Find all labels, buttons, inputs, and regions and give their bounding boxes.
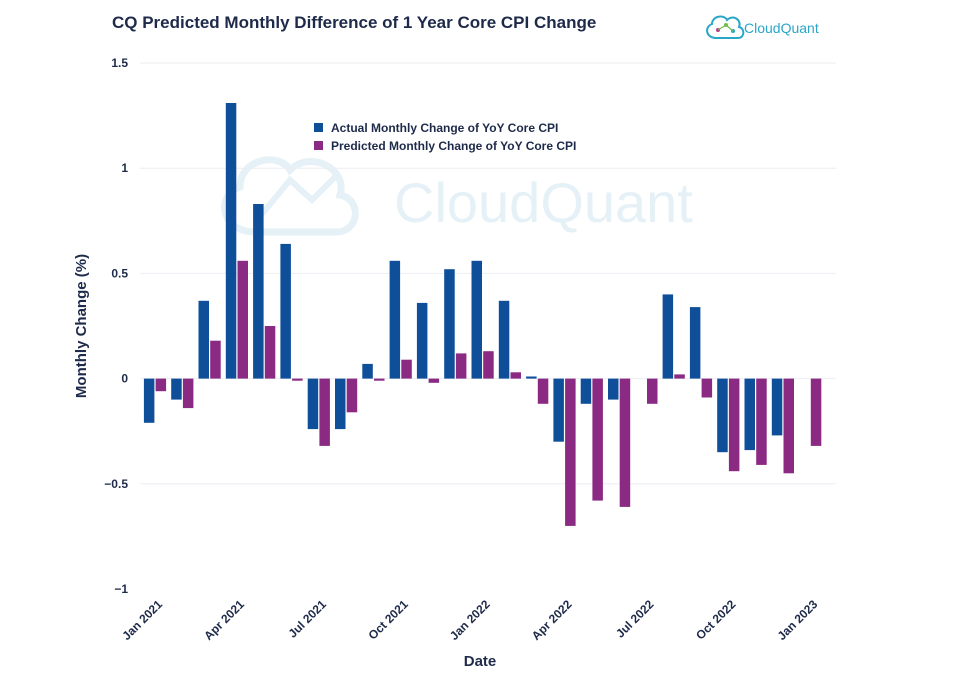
y-tick-label: 1 — [121, 161, 128, 175]
x-tick-label: Jan 2022 — [447, 597, 493, 643]
bar-predicted-2021-04 — [237, 260, 248, 379]
legend-label-actual: Actual Monthly Change of YoY Core CPI — [331, 121, 558, 135]
legend-item-predicted: Predicted Monthly Change of YoY Core CPI — [314, 139, 576, 153]
bar-predicted-2023-01 — [810, 378, 822, 446]
bars — [143, 103, 822, 526]
bar-actual-2022-06 — [608, 378, 619, 400]
y-axis: −1 −0.5 0 0.5 1 1.5 — [104, 56, 128, 596]
x-tick-label: Oct 2021 — [366, 597, 412, 643]
x-tick-label: Apr 2022 — [529, 597, 575, 643]
bar-actual-2021-09 — [362, 363, 373, 379]
bar-actual-2022-11 — [744, 378, 755, 451]
x-tick-label: Jul 2021 — [286, 597, 330, 641]
bar-predicted-2022-06 — [619, 378, 631, 507]
legend-swatch-actual — [314, 123, 323, 132]
bar-predicted-2022-05 — [592, 378, 603, 501]
bar-actual-2022-04 — [553, 378, 564, 442]
x-tick-label: Oct 2022 — [693, 597, 739, 643]
bar-predicted-2022-03 — [537, 378, 549, 404]
bar-predicted-2021-03 — [210, 340, 221, 379]
bar-predicted-2021-01 — [155, 378, 167, 392]
y-axis-title: Monthly Change (%) — [73, 254, 90, 398]
cloudquant-logo: CloudQuant — [706, 15, 819, 39]
bar-predicted-2022-01 — [483, 351, 494, 379]
bar-actual-2022-02 — [498, 300, 510, 379]
watermark-cloud-icon — [221, 156, 359, 236]
y-tick-label: −0.5 — [104, 477, 128, 491]
bar-actual-2022-12 — [771, 378, 783, 436]
bar-predicted-2022-12 — [783, 378, 794, 474]
legend-label-predicted: Predicted Monthly Change of YoY Core CPI — [331, 139, 576, 153]
bar-actual-2021-11 — [416, 302, 428, 379]
bar-predicted-2021-09 — [374, 378, 385, 381]
bar-actual-2022-10 — [717, 378, 728, 453]
watermark-text: CloudQuant — [394, 171, 693, 234]
bar-predicted-2021-10 — [401, 359, 412, 379]
x-tick-label: Jul 2022 — [613, 597, 657, 641]
bar-actual-2021-06 — [280, 243, 291, 379]
logo-text: CloudQuant — [744, 20, 819, 36]
x-tick-label: Jan 2021 — [119, 597, 165, 643]
x-tick-label: Jan 2023 — [775, 597, 821, 643]
bar-predicted-2022-10 — [728, 378, 740, 472]
legend-item-actual: Actual Monthly Change of YoY Core CPI — [314, 121, 558, 135]
cloud-brain-icon — [706, 15, 745, 39]
y-tick-label: −1 — [114, 582, 128, 596]
bar-actual-2021-04 — [225, 103, 237, 379]
bar-predicted-2022-11 — [756, 378, 767, 465]
bar-actual-2021-03 — [198, 300, 209, 379]
bar-predicted-2021-07 — [319, 378, 330, 446]
bar-predicted-2021-08 — [346, 378, 358, 413]
bar-actual-2021-10 — [389, 260, 401, 379]
cloudquant-watermark: CloudQuant — [221, 156, 693, 236]
bar-actual-2021-08 — [335, 378, 346, 430]
bar-actual-2021-07 — [307, 378, 319, 430]
bar-predicted-2022-04 — [565, 378, 576, 526]
y-tick-label: 0.5 — [111, 266, 128, 280]
bar-predicted-2021-12 — [455, 353, 467, 379]
bar-actual-2021-12 — [444, 269, 455, 379]
bar-actual-2021-05 — [253, 204, 264, 379]
bar-actual-2021-01 — [143, 378, 155, 423]
bar-predicted-2022-07 — [647, 378, 658, 404]
bar-predicted-2021-02 — [182, 378, 194, 409]
bar-predicted-2022-02 — [510, 372, 521, 379]
bar-predicted-2021-11 — [428, 378, 440, 383]
bar-predicted-2022-09 — [701, 378, 713, 398]
bar-actual-2022-01 — [471, 260, 482, 379]
bar-actual-2022-08 — [662, 294, 674, 379]
y-tick-label: 0 — [121, 372, 128, 386]
x-tick-label: Apr 2021 — [201, 597, 247, 643]
x-axis-title: Date — [464, 653, 497, 670]
legend-swatch-predicted — [314, 141, 323, 150]
bar-actual-2022-09 — [689, 307, 701, 379]
bar-actual-2021-02 — [171, 378, 182, 400]
bar-actual-2022-03 — [526, 376, 537, 379]
bar-actual-2022-05 — [580, 378, 592, 404]
x-axis: Jan 2021 Apr 2021 Jul 2021 Oct 2021 Jan 2022… — [119, 597, 820, 643]
bar-predicted-2022-08 — [674, 374, 685, 379]
bar-predicted-2021-06 — [292, 378, 303, 381]
legend: Actual Monthly Change of YoY Core CPI Pr… — [314, 121, 576, 153]
y-tick-label: 1.5 — [111, 56, 128, 70]
bar-predicted-2021-05 — [264, 326, 276, 379]
chart-title: CQ Predicted Monthly Difference of 1 Yea… — [112, 13, 596, 32]
